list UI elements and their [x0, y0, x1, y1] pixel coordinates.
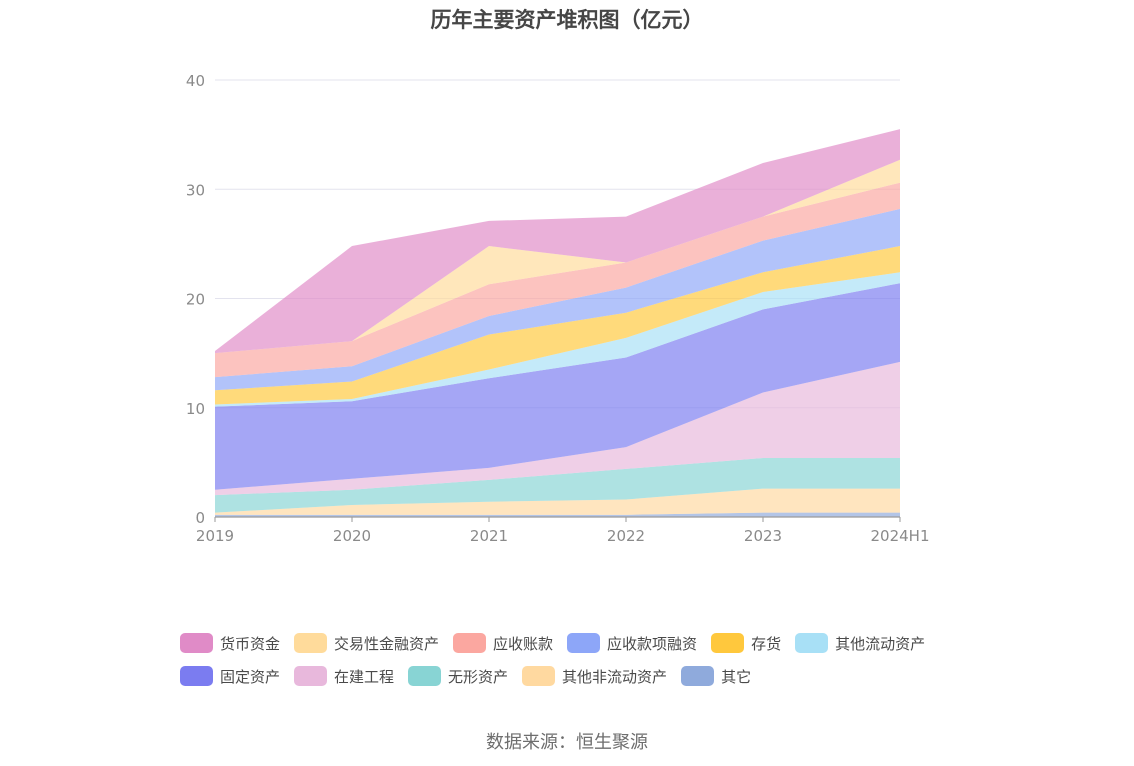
- legend-label: 无形资产: [448, 667, 509, 686]
- legend-swatch: [711, 633, 745, 653]
- legend-label: 应收款项融资: [607, 634, 698, 653]
- legend-label: 交易性金融资产: [334, 634, 440, 653]
- legend-swatch: [294, 633, 328, 653]
- area-series-2: [215, 458, 900, 513]
- legend-label: 在建工程: [334, 667, 395, 686]
- x-tick-label: 2023: [744, 527, 782, 545]
- legend-label: 应收账款: [493, 634, 554, 653]
- data-source: 数据来源：恒生聚源: [486, 732, 648, 753]
- legend-swatch: [681, 666, 715, 686]
- area-series-1: [215, 488, 900, 515]
- legend-item[interactable]: 无形资产: [408, 666, 508, 687]
- legend-swatch: [294, 666, 328, 686]
- legend-label: 固定资产: [220, 667, 281, 686]
- area-series-3: [215, 361, 900, 496]
- x-tick-label: 2021: [470, 527, 508, 545]
- legend-item[interactable]: 交易性金融资产: [294, 633, 439, 654]
- legend-item[interactable]: 其他流动资产: [795, 633, 925, 654]
- y-tick-label: 40: [186, 72, 205, 90]
- legend-item[interactable]: 固定资产: [180, 666, 280, 687]
- area-series-6: [215, 246, 900, 405]
- legend-row: 固定资产 在建工程 无形资产 其他非流动资产 其它: [180, 663, 980, 689]
- area-series-9: [215, 159, 900, 354]
- y-tick-label: 30: [186, 181, 205, 199]
- area-series-7: [215, 208, 900, 391]
- legend-item[interactable]: 应收款项融资: [567, 633, 697, 654]
- area-series-4: [215, 283, 900, 490]
- legend-item[interactable]: 应收账款: [453, 633, 553, 654]
- legend-swatch: [522, 666, 556, 686]
- x-tick-label: 2020: [333, 527, 371, 545]
- y-tick-label: 20: [186, 291, 205, 309]
- y-tick-label: 10: [186, 400, 205, 418]
- axes: 0 10 20 30 40 2019 2020 2021 2022 2023 2024H1: [186, 72, 930, 545]
- legend-item[interactable]: 存货: [711, 633, 781, 654]
- legend-row: 货币资金 交易性金融资产 应收账款 应收款项融资 存货 其他流动资产: [180, 630, 980, 656]
- legend-label: 其它: [721, 667, 752, 686]
- area-series-5: [215, 272, 900, 407]
- legend-swatch: [180, 633, 213, 653]
- legend-item[interactable]: 其他非流动资产: [522, 666, 667, 687]
- legend-item[interactable]: 其它: [681, 666, 751, 687]
- area-series-10: [215, 129, 900, 354]
- legend-label: 其他非流动资产: [562, 667, 668, 686]
- legend-swatch: [567, 633, 601, 653]
- legend-swatch: [795, 633, 829, 653]
- legend-item[interactable]: 货币资金: [180, 633, 280, 654]
- x-tick-label: 2019: [196, 527, 234, 545]
- x-tick-label: 2024H1: [871, 527, 930, 545]
- legend-label: 其他流动资产: [835, 634, 926, 653]
- area-series: [215, 129, 900, 517]
- chart-title: 历年主要资产堆积图（亿元）: [430, 8, 704, 32]
- y-tick-label: 0: [195, 509, 205, 527]
- legend-label: 货币资金: [220, 634, 281, 653]
- legend-swatch: [408, 666, 442, 686]
- legend-swatch: [453, 633, 487, 653]
- area-series-8: [215, 182, 900, 378]
- legend: 货币资金 交易性金融资产 应收账款 应收款项融资 存货 其他流动资产 固定资产 在建工程 无形…: [180, 630, 980, 696]
- legend-label: 存货: [751, 634, 782, 653]
- x-tick-label: 2022: [607, 527, 645, 545]
- legend-item[interactable]: 在建工程: [294, 666, 394, 687]
- legend-swatch: [180, 666, 213, 686]
